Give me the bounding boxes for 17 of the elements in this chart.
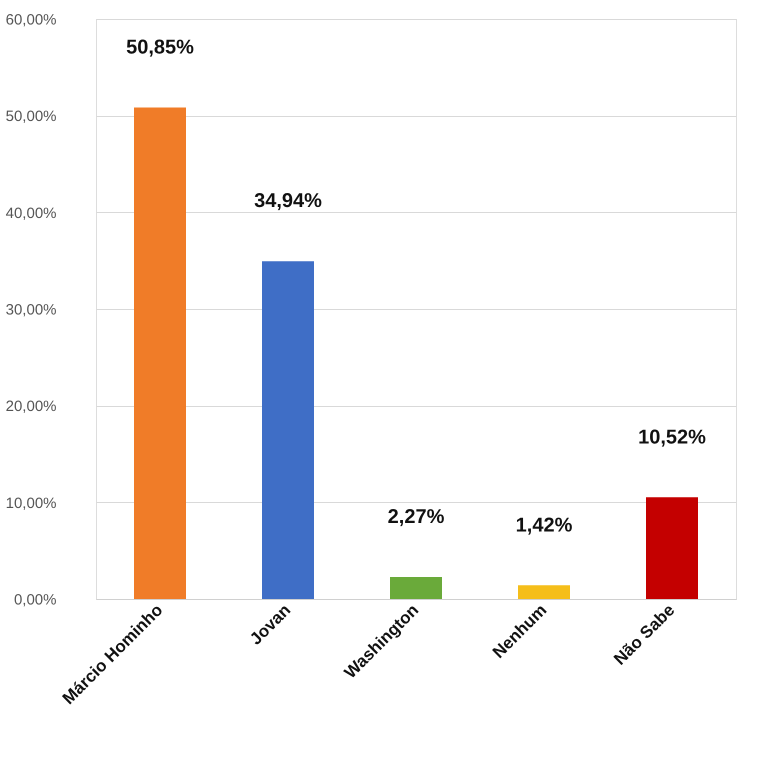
data-label: 34,94%: [254, 190, 322, 212]
y-tick-label: 50,00%: [6, 108, 56, 126]
bar: [518, 585, 570, 599]
y-tick-label: 40,00%: [6, 204, 56, 222]
y-tick-label: 30,00%: [6, 302, 56, 318]
data-label: 50,85%: [126, 36, 194, 58]
y-tick-label: 0,00%: [14, 592, 56, 608]
bar: [390, 577, 442, 599]
data-label: 2,27%: [388, 506, 445, 528]
y-tick-label: 10,00%: [6, 494, 56, 512]
bar: [134, 107, 186, 599]
y-tick-label: 60,00%: [6, 12, 56, 28]
data-label: 10,52%: [638, 426, 706, 448]
y-tick-label: 20,00%: [6, 398, 56, 416]
bar: [646, 497, 698, 599]
data-label: 1,42%: [516, 514, 573, 536]
bar: [262, 261, 314, 599]
